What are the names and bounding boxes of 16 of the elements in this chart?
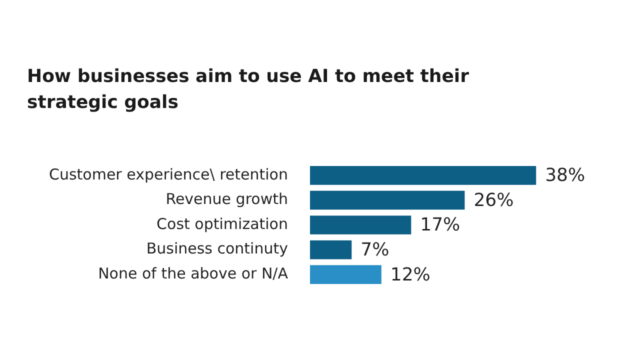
y-tick-label: Revenue growth: [166, 190, 288, 208]
data-label: 38%: [545, 165, 586, 186]
y-tick-label: Cost optimization: [156, 214, 288, 233]
y-tick-label: None of the above or N/A: [98, 264, 289, 282]
bar: [310, 240, 352, 260]
y-tick-label: Business continuty: [146, 240, 288, 258]
data-label: 7%: [360, 239, 390, 260]
bar: [310, 216, 412, 234]
data-label: 12%: [390, 264, 430, 286]
y-tick-label: Customer experience\ retention: [48, 165, 288, 184]
chart-title: How businesses aim to use AI to meet their strategic goals: [27, 65, 470, 115]
bar: [310, 166, 536, 185]
bar: [310, 265, 382, 284]
bar: [310, 190, 465, 210]
data-label: 17%: [420, 214, 460, 236]
data-label: 26%: [474, 190, 514, 211]
